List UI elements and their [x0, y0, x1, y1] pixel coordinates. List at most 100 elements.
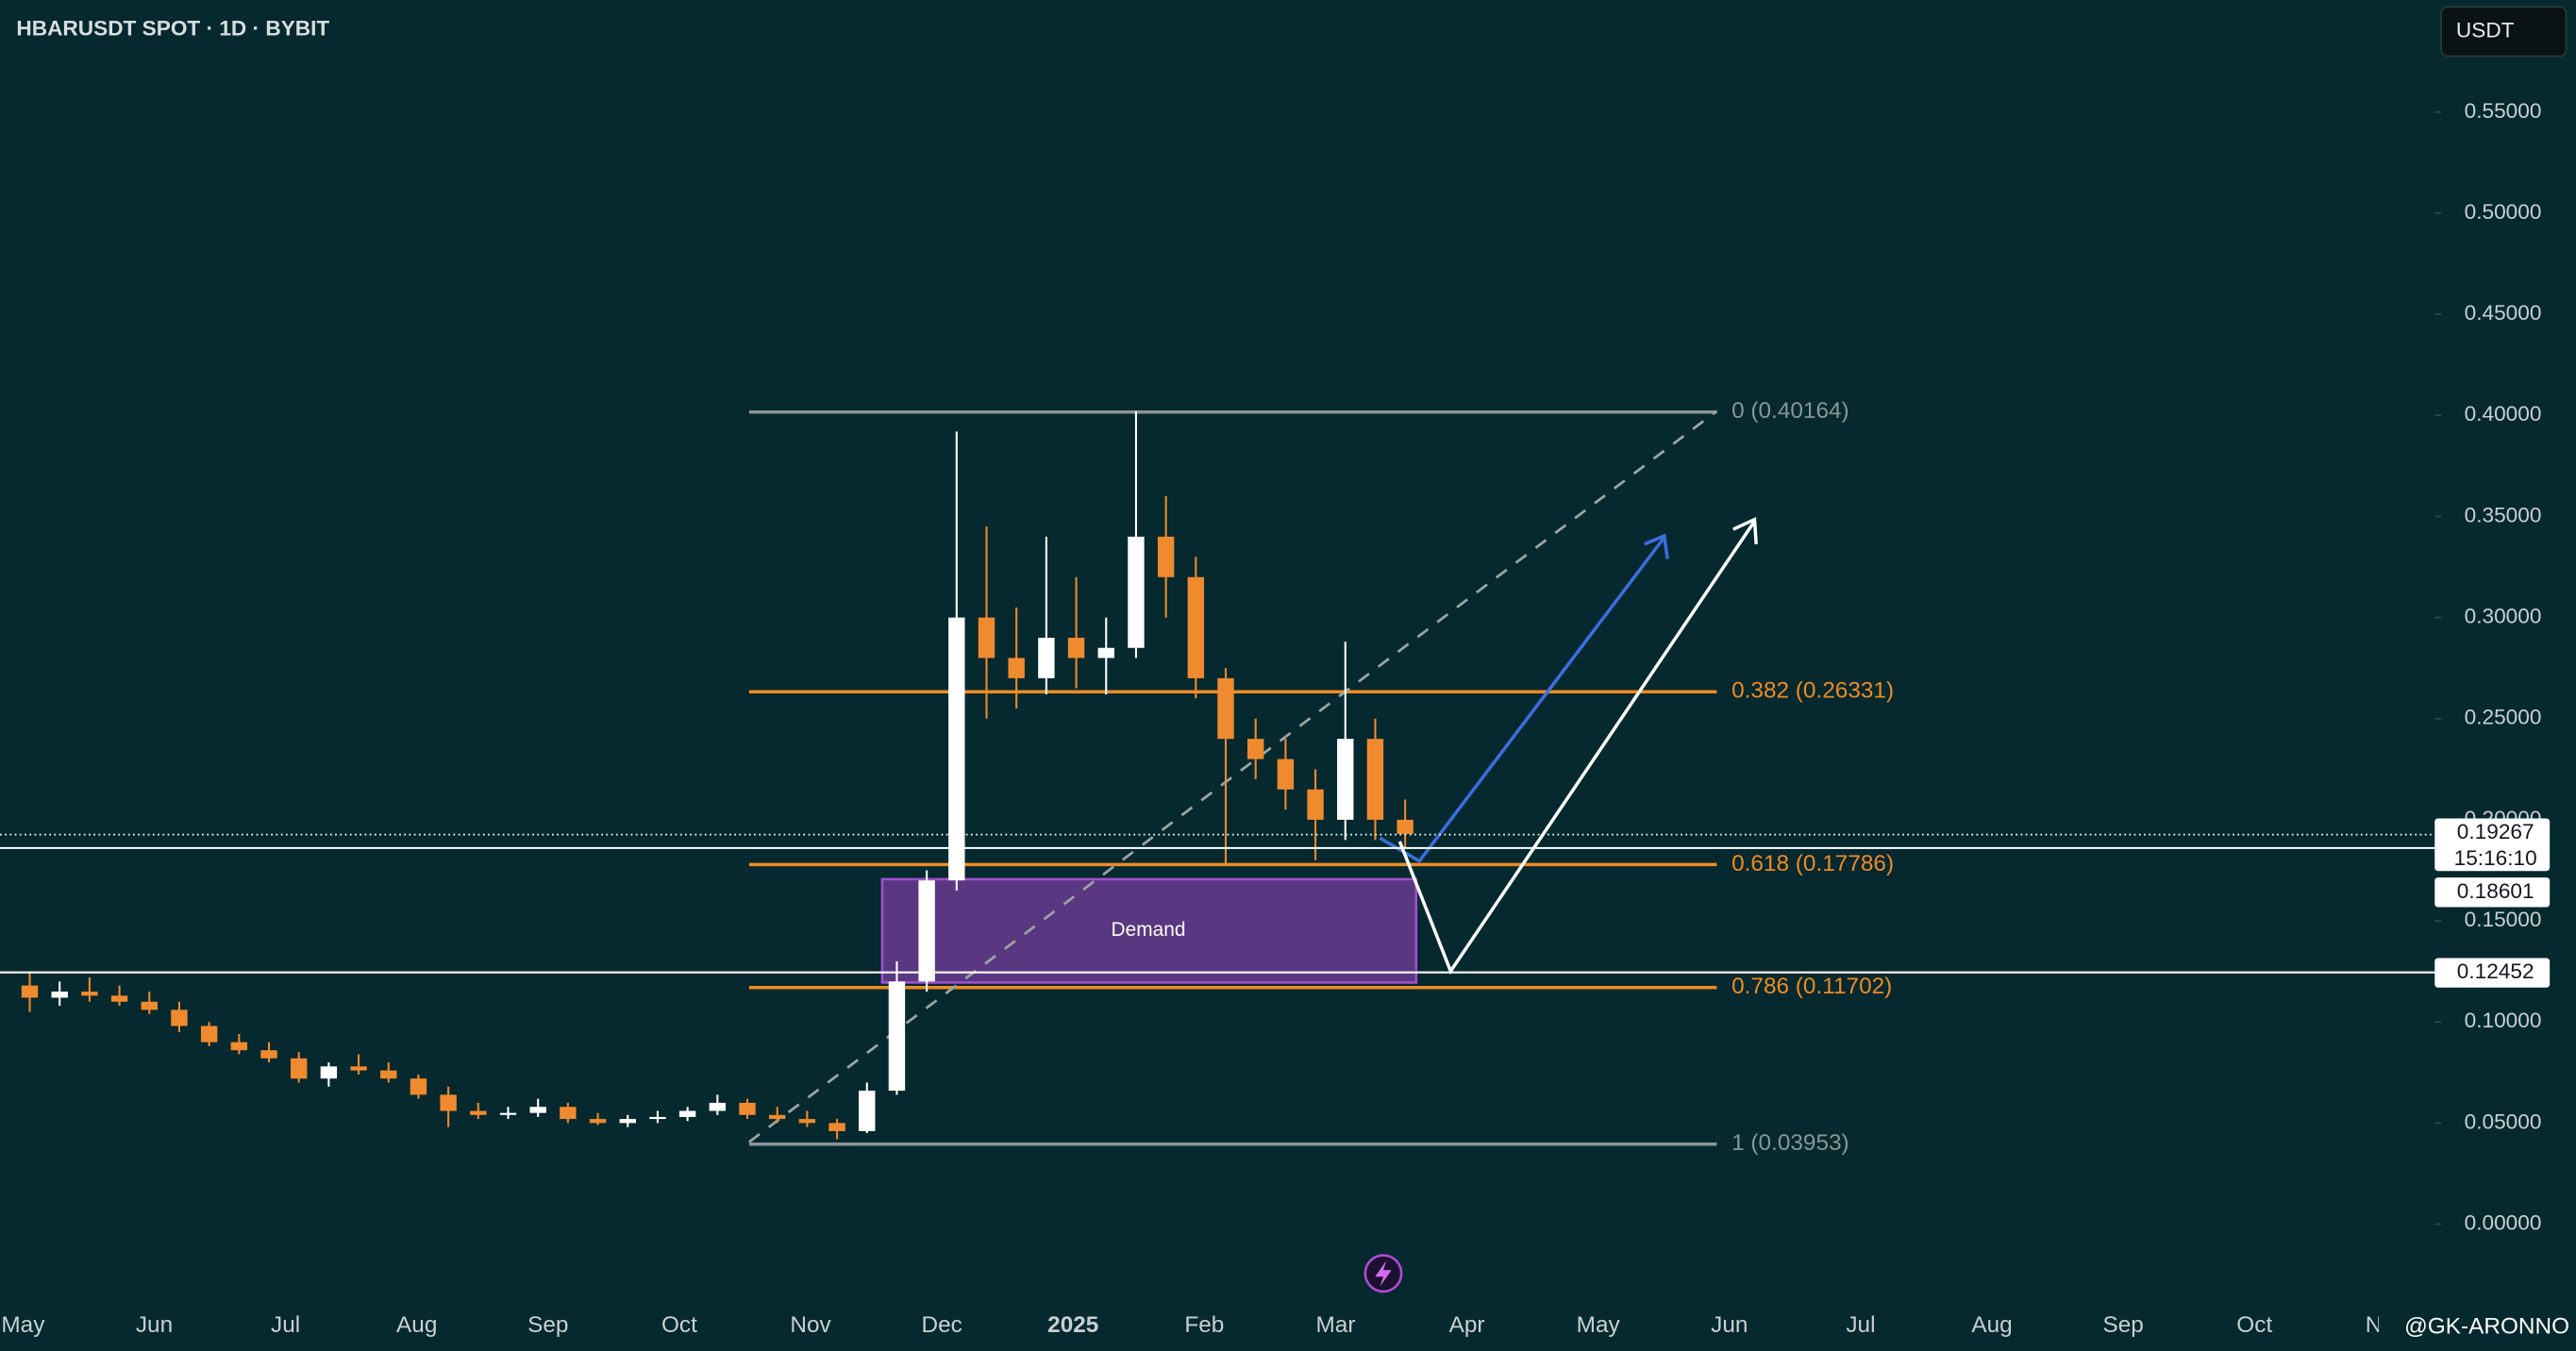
- y-tick-label: 0.25000: [2465, 706, 2542, 729]
- x-tick-label: Sep: [527, 1312, 568, 1338]
- y-tick-label: 0.50000: [2465, 200, 2542, 224]
- candle-body: [320, 1066, 338, 1079]
- price-tag: [2434, 818, 2551, 872]
- candle-body: [1307, 789, 1324, 820]
- x-tick-label: May: [1577, 1312, 1621, 1338]
- y-tick-label: 0.30000: [2465, 605, 2542, 628]
- fib-label: 0.382 (0.26331): [1731, 678, 1894, 704]
- candles: [21, 410, 1413, 1140]
- zone-label: Demand: [1112, 919, 1186, 941]
- watermark: @GK-ARONNO: [2404, 1314, 2569, 1340]
- x-tick-label: Dec: [921, 1312, 962, 1338]
- price-scale: 0.19267 15:16:10 0.18601 0.12452: [0, 818, 2551, 988]
- currency-label[interactable]: USDT: [2456, 18, 2515, 42]
- candle-body: [440, 1094, 457, 1111]
- candle-body: [1097, 647, 1114, 659]
- arrow-head-white: [1732, 516, 1758, 544]
- x-tick-label: Jul: [271, 1312, 300, 1338]
- candle-body: [110, 995, 128, 1002]
- candle-body: [1008, 658, 1025, 678]
- candle-body: [529, 1107, 546, 1113]
- demand-zone: [880, 877, 1418, 984]
- y-tick-label: 0.15000: [2465, 908, 2542, 931]
- alert-icon-bolt: [1375, 1259, 1392, 1287]
- candle-body: [619, 1119, 636, 1124]
- price-tag: [2434, 877, 2551, 908]
- candle-body: [290, 1058, 308, 1079]
- candle-body: [739, 1102, 756, 1115]
- x-tick-label: Oct: [661, 1312, 697, 1338]
- arrow-head-blue: [1644, 533, 1669, 559]
- y-tick-label: 0.55000: [2465, 99, 2542, 123]
- x-tick-label: Jul: [1846, 1312, 1875, 1338]
- candle-body: [410, 1078, 427, 1095]
- watermark-bg: [2379, 1308, 2576, 1348]
- candle-body: [828, 1123, 845, 1131]
- x-tick-label: Mar: [1316, 1312, 1356, 1338]
- candle-body: [1038, 638, 1055, 678]
- fib-label: 0 (0.40164): [1731, 398, 1849, 424]
- price-tag-label: 0.18601: [2457, 879, 2534, 903]
- x-tick-label: Oct: [2236, 1312, 2272, 1338]
- y-tick-label: 0.40000: [2465, 402, 2542, 425]
- x-tick-label: Nov: [790, 1312, 831, 1338]
- fib-label: 0.618 (0.17786): [1731, 851, 1894, 876]
- countdown-label: 15:16:10: [2454, 846, 2537, 870]
- candle-body: [560, 1107, 577, 1120]
- price-tag: [2434, 958, 2551, 988]
- candle-body: [260, 1050, 277, 1059]
- y-tick-label: 0.45000: [2465, 301, 2542, 325]
- x-tick-label: Aug: [1971, 1312, 2012, 1338]
- candle-body: [918, 880, 935, 982]
- projection-white: [1397, 520, 1756, 976]
- candle-body: [678, 1110, 696, 1117]
- x-tick-label: Feb: [1184, 1312, 1224, 1338]
- candle-body: [230, 1042, 248, 1051]
- candle-body: [81, 992, 98, 996]
- y-tick-label: 0.10000: [2465, 1009, 2542, 1032]
- candle-body: [1337, 739, 1354, 820]
- candle-body: [1128, 536, 1145, 648]
- fib-label: 0.786 (0.11702): [1731, 974, 1892, 999]
- candle-body: [649, 1116, 666, 1120]
- y-tick-label: 0.35000: [2465, 503, 2542, 526]
- price-tag-label: 0.12452: [2457, 959, 2534, 983]
- candle-body: [470, 1110, 487, 1115]
- candle-body: [1246, 739, 1264, 759]
- candle-body: [171, 1009, 188, 1026]
- x-tick-label: Aug: [396, 1312, 437, 1338]
- x-tick-label: Apr: [1449, 1312, 1485, 1338]
- candle-body: [1067, 638, 1085, 659]
- x-tick-label: Jun: [136, 1312, 173, 1338]
- currency-button[interactable]: [2440, 6, 2568, 58]
- candle-body: [380, 1070, 397, 1079]
- projection-blue: [1379, 536, 1666, 864]
- x-tick-label: Sep: [2102, 1312, 2143, 1338]
- candle-body: [888, 981, 906, 1092]
- candle-body: [1277, 759, 1295, 790]
- fib-label: 1 (0.03953): [1731, 1130, 1849, 1156]
- candle-body: [141, 1001, 158, 1010]
- candle-body: [589, 1119, 607, 1124]
- candle-body: [798, 1119, 816, 1124]
- candle-body: [499, 1112, 517, 1115]
- candle-body: [1366, 739, 1384, 820]
- candle-body: [1397, 819, 1413, 834]
- candle-body: [1157, 536, 1175, 577]
- price-tag-label: 0.19267: [2457, 820, 2534, 843]
- chart-title: HBARUSDT SPOT · 1D · BYBIT: [16, 17, 329, 41]
- x-tick-label: 2025: [1047, 1312, 1098, 1338]
- candle-body: [768, 1114, 786, 1120]
- candle-body: [1187, 576, 1205, 678]
- candle-body: [978, 617, 995, 659]
- y-tick-label: 0.00000: [2465, 1211, 2542, 1235]
- candle-body: [350, 1066, 367, 1071]
- candle-body: [948, 617, 965, 881]
- fib-trend-line: [748, 409, 1718, 1143]
- candle-body: [21, 985, 39, 998]
- candle-body: [859, 1091, 876, 1131]
- x-tick-label: May: [1, 1312, 45, 1338]
- candle-body: [709, 1102, 727, 1111]
